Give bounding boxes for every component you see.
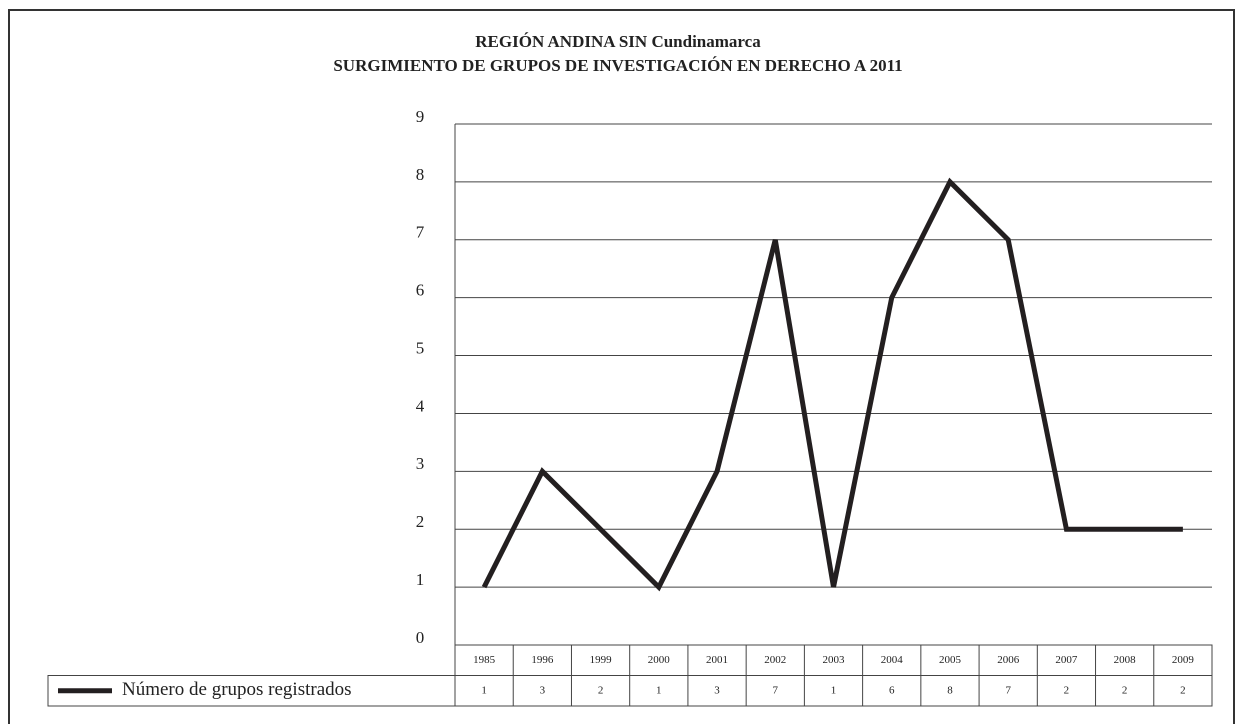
x-tick-label: 2007 bbox=[1055, 654, 1078, 666]
x-tick-label: 2001 bbox=[706, 654, 728, 666]
legend-label: Número de grupos registrados bbox=[122, 679, 352, 700]
table-value: 1 bbox=[656, 684, 662, 696]
x-tick-label: 2004 bbox=[881, 654, 904, 666]
x-tick-label: 2003 bbox=[823, 654, 846, 666]
y-tick-label: 4 bbox=[416, 396, 425, 415]
y-tick-label: 8 bbox=[416, 165, 425, 184]
y-tick-label: 3 bbox=[416, 454, 425, 473]
y-tick-label: 0 bbox=[416, 628, 425, 647]
table-value: 1 bbox=[481, 684, 487, 696]
x-tick-label: 2000 bbox=[648, 654, 671, 666]
x-tick-label: 1999 bbox=[590, 654, 613, 666]
table-value: 7 bbox=[773, 684, 779, 696]
x-tick-label: 1985 bbox=[473, 654, 496, 666]
y-tick-label: 2 bbox=[416, 512, 425, 531]
table-value: 2 bbox=[1122, 684, 1128, 696]
table-value: 2 bbox=[1064, 684, 1070, 696]
table-value: 2 bbox=[1180, 684, 1186, 696]
chart-subtitle: SURGIMIENTO DE GRUPOS DE INVESTIGACIÓN E… bbox=[333, 56, 902, 75]
table-value: 7 bbox=[1005, 684, 1011, 696]
x-tick-label: 2002 bbox=[764, 654, 786, 666]
data-line bbox=[481, 177, 1183, 592]
x-tick-label: 2005 bbox=[939, 654, 962, 666]
x-tick-label: 2006 bbox=[997, 654, 1020, 666]
y-tick-label: 6 bbox=[416, 281, 425, 300]
table-value: 3 bbox=[714, 684, 720, 696]
y-tick-label: 1 bbox=[416, 570, 425, 589]
frame bbox=[8, 9, 1235, 724]
y-tick-label: 9 bbox=[416, 107, 425, 126]
x-tick-label: 1996 bbox=[531, 654, 554, 666]
table-value: 2 bbox=[598, 684, 604, 696]
table-value: 8 bbox=[947, 684, 953, 696]
x-tick-label: 2009 bbox=[1172, 654, 1195, 666]
table-value: 1 bbox=[831, 684, 837, 696]
table-value: 3 bbox=[540, 684, 546, 696]
chart-title: REGIÓN ANDINA SIN Cundinamarca bbox=[475, 32, 761, 51]
x-tick-label: 2008 bbox=[1114, 654, 1137, 666]
y-tick-label: 5 bbox=[416, 338, 425, 357]
table-value: 6 bbox=[889, 684, 895, 696]
y-tick-label: 7 bbox=[416, 223, 425, 242]
